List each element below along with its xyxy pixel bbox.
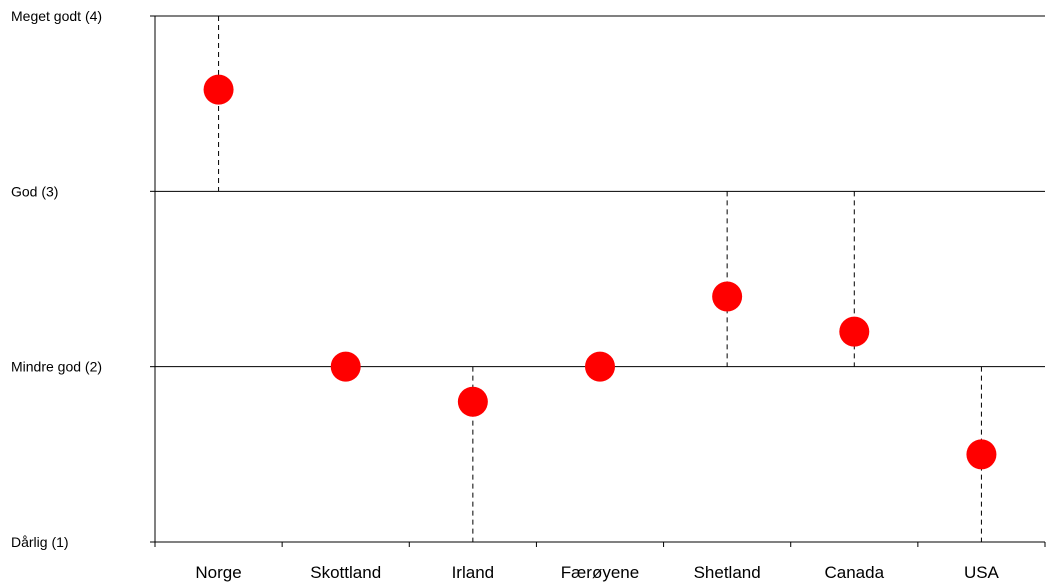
y-tick-label: Dårlig (1) <box>11 534 69 550</box>
y-tick-label: Mindre god (2) <box>11 359 102 375</box>
x-tick-labels: Norge Skottland Irland Færøyene Shetland Cana… <box>195 563 999 582</box>
x-tick-label: Norge <box>195 563 241 582</box>
drop-lines <box>218 16 982 542</box>
data-point <box>839 316 870 347</box>
data-point <box>712 281 743 312</box>
x-tick-label: Skottland <box>310 563 381 582</box>
gridlines <box>155 15 1045 368</box>
x-tick-label: Canada <box>825 563 885 582</box>
data-point <box>585 351 615 382</box>
data-points <box>203 74 997 470</box>
data-point <box>966 439 997 470</box>
data-point <box>457 386 488 417</box>
x-tick-label: USA <box>964 563 1000 582</box>
x-tick-label: Shetland <box>694 563 761 582</box>
x-tick-label: Færøyene <box>561 563 639 582</box>
data-point <box>203 74 234 105</box>
x-tick-label: Irland <box>452 563 495 582</box>
y-tick-label: God (3) <box>11 183 58 199</box>
y-tick-label: Meget godt (4) <box>11 8 102 24</box>
y-tick-labels: Meget godt (4) God (3) Mindre god (2) Dårli… <box>11 8 102 550</box>
data-point <box>330 351 361 382</box>
axes <box>150 15 1046 547</box>
